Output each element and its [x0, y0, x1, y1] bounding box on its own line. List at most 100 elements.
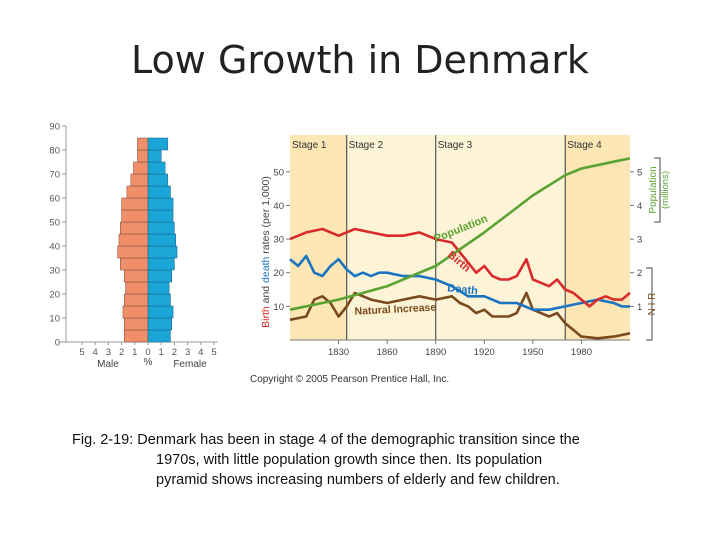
- x-tick-label: 1830: [328, 347, 349, 358]
- stage-label-4: Stage 4: [567, 140, 602, 151]
- female-bar-25-29: [147, 269, 173, 283]
- female-bar-10-14: [147, 305, 174, 319]
- left-tick-label: 30: [273, 235, 284, 246]
- male-bar-0-4: [123, 329, 149, 343]
- death-rate-line: [289, 254, 630, 311]
- male-bar-65-69: [130, 173, 149, 187]
- left-tick-label: 50: [273, 167, 284, 178]
- caption-line-2: 1970s, with little population growth sin…: [156, 452, 543, 468]
- caption-line-3: pyramid shows increasing numbers of elde…: [156, 472, 560, 488]
- stage-label-2: Stage 2: [349, 140, 384, 151]
- nir-bracket: [646, 267, 653, 341]
- pct-tick-label: 4: [93, 347, 98, 358]
- female-bar-35-39: [147, 245, 178, 259]
- male-bar-60-64: [126, 185, 149, 199]
- right-tick-label: 5: [637, 167, 642, 178]
- female-bar-0-4: [147, 329, 171, 343]
- male-bar-15-19: [123, 293, 149, 307]
- nir-axis-label: N I R: [647, 293, 658, 316]
- pyramid-bars: [117, 137, 178, 343]
- left-axis-label-and: and: [260, 283, 272, 306]
- copyright-text: Copyright © 2005 Pearson Prentice Hall, …: [250, 374, 449, 385]
- caption-line-1: Fig. 2-19: Denmark has been in stage 4 o…: [72, 432, 580, 448]
- age-tick-label: 20: [49, 290, 60, 301]
- x-tick-label: 1890: [425, 347, 446, 358]
- population-axis-label: Population: [648, 166, 659, 213]
- natural-increase-series-label: Natural Increase: [354, 302, 436, 318]
- transition-stage-labels: Stage 1 Stage 2 Stage 3 Stage 4: [292, 140, 602, 151]
- male-bar-30-34: [120, 257, 149, 271]
- female-bar-70-74: [147, 161, 166, 175]
- male-bar-25-29: [123, 269, 149, 283]
- population-axis-units: (millions): [660, 171, 671, 209]
- x-tick-label: 1860: [377, 347, 398, 358]
- female-bar-65-69: [147, 173, 169, 187]
- age-tick-label: 90: [49, 122, 60, 133]
- pct-tick-label: 2: [119, 347, 124, 358]
- right-tick-label: 1: [637, 302, 642, 313]
- female-bar-45-49: [147, 221, 175, 235]
- female-bar-75-79: [147, 149, 162, 163]
- stage-label-3: Stage 3: [438, 140, 473, 151]
- male-bar-70-74: [133, 161, 149, 175]
- pyramid-percent-label: %: [144, 357, 153, 368]
- pct-tick-label: 1: [132, 347, 137, 358]
- male-bar-55-59: [121, 197, 149, 211]
- pyramid-age-ticks: 0 10 20 30 40 50 60 70 80 90: [49, 122, 66, 349]
- pct-tick-label: 3: [185, 347, 190, 358]
- pct-tick-label: 4: [198, 347, 203, 358]
- left-axis-label: Birth and death rates (per 1,000): [260, 176, 272, 328]
- female-bar-60-64: [147, 185, 171, 199]
- left-tick-label: 10: [273, 302, 284, 313]
- transition-left-ticks: 50 40 30 20 10: [273, 167, 290, 313]
- age-tick-label: 40: [49, 242, 60, 253]
- birth-rate-line: [289, 227, 631, 308]
- pyramid-female-label: Female: [173, 359, 207, 370]
- stage-label-1: Stage 1: [292, 140, 327, 151]
- female-bar-30-34: [147, 257, 175, 271]
- male-bar-45-49: [120, 221, 149, 235]
- age-tick-label: 10: [49, 314, 60, 325]
- x-tick-label: 1920: [474, 347, 495, 358]
- x-tick-label: 1950: [522, 347, 543, 358]
- male-bar-50-54: [121, 209, 149, 223]
- transition-background: [290, 135, 630, 341]
- male-bar-35-39: [117, 245, 149, 259]
- male-bar-75-79: [137, 149, 149, 163]
- left-tick-label: 40: [273, 201, 284, 212]
- male-bar-40-44: [118, 233, 149, 247]
- pct-tick-label: 5: [79, 347, 84, 358]
- pct-tick-label: 2: [172, 347, 177, 358]
- pct-tick-label: 0: [145, 347, 150, 358]
- x-tick-label: 1980: [571, 347, 592, 358]
- transition-right-ticks: 5 4 3 2 1: [630, 167, 642, 313]
- female-bar-50-54: [147, 209, 174, 223]
- female-bar-5-9: [147, 317, 173, 331]
- female-bar-20-24: [147, 281, 170, 295]
- stage-1-band: [290, 135, 347, 340]
- left-axis-label-death: death: [260, 257, 272, 283]
- pyramid-male-label: Male: [97, 359, 119, 370]
- age-tick-label: 30: [49, 266, 60, 277]
- right-tick-label: 4: [637, 201, 642, 212]
- left-axis-label-birth: Birth: [260, 306, 272, 328]
- transition-x-ticks: 1830 1860 1890 1920 1950 1980: [328, 340, 592, 358]
- pct-tick-label: 5: [211, 347, 216, 358]
- female-bar-40-44: [147, 233, 176, 247]
- natural-increase-line: [289, 291, 631, 340]
- population-line: [289, 157, 631, 311]
- male-bar-80+: [137, 137, 149, 151]
- left-axis-label-rest: rates (per 1,000): [260, 176, 272, 257]
- right-tick-label: 2: [637, 268, 642, 279]
- right-tick-label: 3: [637, 235, 642, 246]
- age-tick-label: 60: [49, 194, 60, 205]
- male-bar-20-24: [125, 281, 149, 295]
- male-bar-10-14: [122, 305, 149, 319]
- female-bar-80+: [147, 137, 169, 151]
- male-bar-5-9: [123, 317, 149, 331]
- population-bracket: [654, 157, 661, 223]
- age-tick-label: 50: [49, 218, 60, 229]
